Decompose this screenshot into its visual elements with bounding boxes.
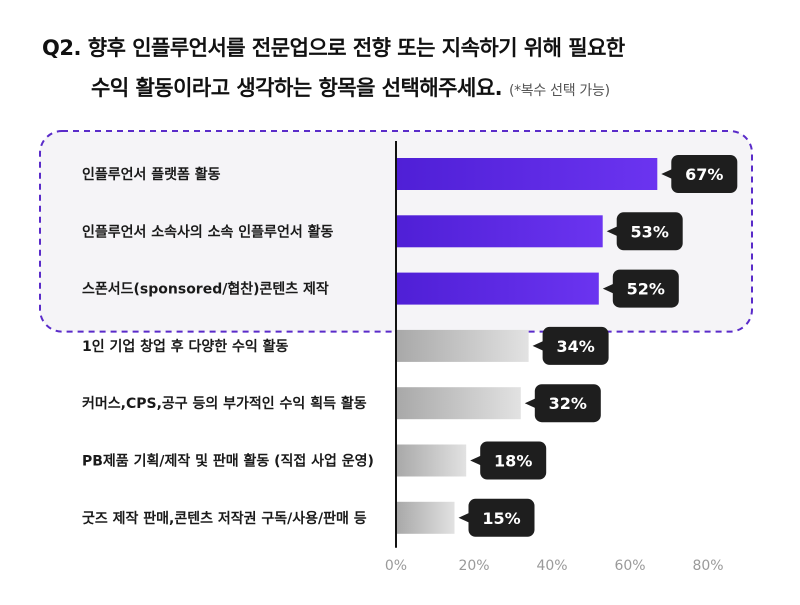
bar xyxy=(396,444,467,477)
category-label: 커머스,CPS,공구 등의 부가적인 수익 획득 활동 xyxy=(82,395,367,412)
x-tick-label: 80% xyxy=(692,558,723,574)
value-bubble xyxy=(480,441,547,480)
bar xyxy=(396,215,603,248)
data-label: 52% xyxy=(627,280,665,299)
value-bubble xyxy=(542,326,609,365)
bar xyxy=(396,272,599,305)
bar xyxy=(396,158,658,190)
x-tick-label: 20% xyxy=(458,558,489,574)
chart-title-line-2: 수익 활동이라고 생각하는 항목을 선택해주세요. (*복수 선택 가능) xyxy=(91,72,610,102)
category-label: PB제품 기획/제작 및 판매 활동 (직접 사업 운영) xyxy=(82,453,374,470)
value-bubble-pointer xyxy=(458,512,470,523)
data-label: 18% xyxy=(494,452,532,471)
value-bubble xyxy=(534,384,601,423)
bar xyxy=(396,387,521,420)
category-label: 인플루언서 소속사의 소속 인플루언서 활동 xyxy=(82,223,333,240)
value-bubble xyxy=(616,212,683,251)
x-tick-label: 0% xyxy=(385,558,407,574)
data-label: 67% xyxy=(685,165,723,184)
value-bubble xyxy=(671,155,738,193)
bar xyxy=(396,329,529,362)
value-bubble xyxy=(468,498,535,537)
chart-title-line-2-text: 수익 활동이라고 생각하는 항목을 선택해주세요. xyxy=(91,76,503,100)
bar xyxy=(396,501,455,534)
data-label: 15% xyxy=(482,509,520,528)
value-bubble-pointer xyxy=(470,455,482,466)
category-label: 굿즈 제작 판매,콘텐츠 저작권 구독/사용/판매 등 xyxy=(82,510,367,527)
value-bubble-pointer xyxy=(524,398,536,409)
x-tick-label: 40% xyxy=(536,558,567,574)
value-bubble-pointer xyxy=(602,283,614,294)
data-label: 32% xyxy=(549,394,587,413)
data-label: 34% xyxy=(556,337,594,356)
x-tick-label: 60% xyxy=(614,558,645,574)
chart-title-line-1: Q2. 향후 인플루언서를 전문업으로 전향 또는 지속하기 위해 필요한 xyxy=(42,36,625,60)
category-label: 1인 기업 창업 후 다양한 수익 활동 xyxy=(82,338,289,355)
value-bubble-pointer xyxy=(606,226,618,237)
data-label: 53% xyxy=(631,222,669,241)
value-bubble-pointer xyxy=(532,340,544,351)
category-label: 스폰서드(sponsored/협찬)콘텐츠 제작 xyxy=(82,281,329,298)
category-label: 인플루언서 플랫폼 활동 xyxy=(82,166,221,183)
value-bubble xyxy=(612,269,679,308)
value-bubble-pointer xyxy=(661,169,673,179)
chart-title-note: (*복수 선택 가능) xyxy=(508,83,610,99)
